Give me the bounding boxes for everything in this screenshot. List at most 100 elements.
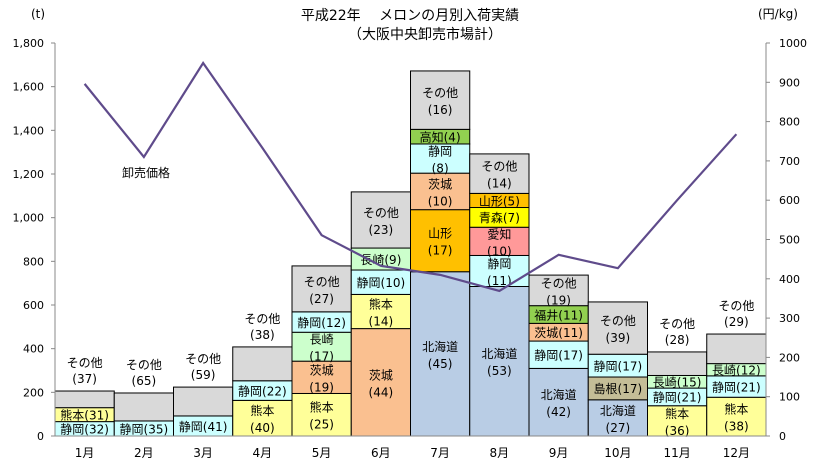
- segment-label: (10): [487, 244, 512, 258]
- y-tick-label: 1,600: [13, 81, 45, 94]
- y2-tick-label: 400: [779, 273, 800, 286]
- bar-segment: [55, 391, 114, 408]
- right-axis-unit: (円/kg): [758, 7, 798, 21]
- y-tick-label: 600: [23, 299, 44, 312]
- segment-label: (59): [191, 368, 216, 382]
- segment-label: その他: [244, 312, 280, 326]
- y-tick-label: 1,400: [13, 124, 45, 137]
- segment-label: (17): [309, 350, 334, 364]
- bars-layer: 静岡(32)熊本(31)その他(37)静岡(35)その他(65)静岡(41)その…: [55, 71, 766, 438]
- x-tick-label: 12月: [723, 446, 750, 460]
- segment-label: 山形(5): [479, 194, 520, 208]
- bar-segment: [707, 334, 766, 364]
- segment-label: その他: [541, 276, 577, 290]
- segment-label: (29): [724, 315, 749, 329]
- segment-label: その他: [481, 160, 517, 174]
- segment-label: 静岡(35): [120, 422, 169, 436]
- segment-label: 静岡(32): [60, 423, 109, 437]
- y-tick-label: 1,800: [13, 37, 45, 50]
- segment-label: (25): [309, 418, 334, 432]
- segment-label: 熊本: [724, 402, 748, 417]
- x-tick-label: 10月: [604, 446, 631, 460]
- segment-label: その他: [185, 352, 221, 366]
- segment-label: (16): [428, 103, 453, 117]
- segment-label: 熊本: [250, 403, 274, 418]
- y-tick-label: 0: [37, 430, 44, 443]
- price-series-label: 卸売価格: [122, 165, 170, 180]
- x-tick-label: 7月: [430, 446, 450, 460]
- segment-label: 青森(7): [479, 210, 520, 225]
- segment-label: (39): [606, 331, 631, 345]
- y2-tick-label: 800: [779, 116, 800, 129]
- segment-label: その他: [363, 206, 399, 220]
- segment-label: 茨城: [310, 363, 334, 377]
- segment-label: 茨城(11): [534, 326, 583, 340]
- segment-label: 長崎: [310, 333, 334, 347]
- segment-label: (27): [309, 292, 334, 306]
- segment-label: (44): [369, 385, 394, 399]
- y2-tick-label: 1000: [779, 37, 807, 50]
- segment-label: 静岡(21): [712, 380, 761, 394]
- x-tick-label: 11月: [663, 446, 690, 460]
- segment-label: (38): [724, 420, 749, 434]
- y2-tick-label: 700: [779, 155, 800, 168]
- segment-label: (19): [546, 293, 571, 307]
- x-tick-label: 3月: [193, 446, 213, 460]
- bar-segment: [648, 352, 707, 376]
- segment-label: (38): [250, 328, 275, 342]
- x-tick-label: 2月: [134, 446, 154, 460]
- segment-label: (17): [428, 244, 453, 258]
- segment-label: 北海道: [600, 403, 636, 418]
- segment-label: (28): [665, 333, 690, 347]
- segment-label: (65): [132, 374, 157, 388]
- y2-tick-label: 500: [779, 234, 800, 247]
- segment-label: その他: [718, 299, 754, 313]
- segment-label: 静岡(10): [357, 276, 406, 290]
- segment-label: (27): [606, 421, 631, 435]
- segment-label: その他: [67, 356, 103, 370]
- segment-label: 熊本: [665, 406, 689, 421]
- y2-tick-label: 200: [779, 351, 800, 364]
- segment-label: 静岡(21): [653, 391, 702, 405]
- segment-label: その他: [659, 317, 695, 331]
- x-tick-label: 1月: [75, 446, 95, 460]
- y-tick-label: 1,200: [13, 168, 45, 181]
- segment-label: その他: [126, 358, 162, 372]
- segment-label: 静岡: [428, 145, 452, 159]
- segment-label: 熊本: [310, 400, 334, 415]
- segment-label: 北海道: [541, 387, 577, 402]
- segment-label: 熊本: [369, 297, 393, 312]
- segment-label: その他: [600, 314, 636, 328]
- segment-label: 茨城: [428, 177, 452, 191]
- y-tick-label: 400: [23, 343, 44, 356]
- y2-tick-label: 100: [779, 391, 800, 404]
- bar-segment: [233, 347, 292, 381]
- segment-label: (37): [72, 372, 97, 386]
- segment-label: 静岡(22): [238, 384, 287, 398]
- segment-label: 静岡(17): [594, 359, 643, 373]
- segment-label: 福井(11): [534, 307, 583, 322]
- segment-label: 北海道: [422, 339, 458, 354]
- segment-label: (42): [546, 405, 571, 419]
- x-tick-label: 6月: [371, 446, 391, 460]
- y-tick-label: 200: [23, 386, 44, 399]
- segment-label: 高知(4): [420, 129, 461, 144]
- segment-label: 北海道: [481, 346, 517, 361]
- bar-segment: [174, 387, 233, 416]
- segment-label: 静岡(41): [179, 420, 228, 434]
- x-tick-label: 5月: [312, 446, 332, 460]
- segment-label: 静岡(12): [297, 316, 346, 330]
- y2-tick-label: 0: [779, 430, 786, 443]
- y-tick-label: 1,000: [13, 212, 45, 225]
- segment-label: その他: [304, 275, 340, 289]
- segment-label: (53): [487, 364, 512, 378]
- segment-label: (14): [487, 177, 512, 191]
- x-tick-label: 9月: [549, 446, 569, 460]
- segment-label: (45): [428, 357, 453, 371]
- segment-label: (23): [369, 223, 394, 237]
- left-axis-unit: (t): [31, 7, 45, 21]
- segment-label: 島根(17): [594, 381, 643, 396]
- segment-label: (8): [432, 162, 449, 176]
- chart-subtitle: （大阪中央卸売市場計）: [348, 26, 502, 43]
